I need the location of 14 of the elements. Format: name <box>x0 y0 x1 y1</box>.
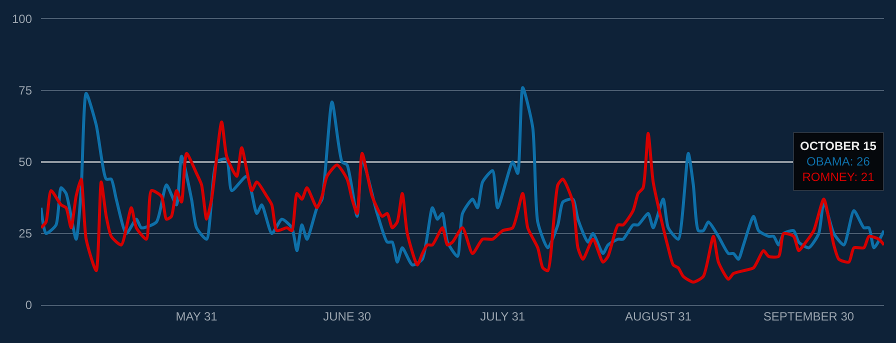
y-tick-label: 25 <box>18 226 32 241</box>
x-tick-label: JULY 31 <box>480 309 526 324</box>
x-tick-label: SEPTEMBER 30 <box>763 309 854 324</box>
line-series <box>41 120 884 284</box>
x-tick-label: JUNE 30 <box>323 309 372 324</box>
x-tick-label: AUGUST 31 <box>624 309 692 324</box>
annotation: OCTOBER 15 <box>800 139 877 153</box>
y-tick-label: 0 <box>25 298 32 312</box>
annotation: OBAMA: 26 <box>806 154 870 169</box>
y-tick-label: 100 <box>12 12 32 26</box>
annotation: ROMNEY: 21 <box>802 170 875 184</box>
x-tick-label: MAY 31 <box>176 309 218 324</box>
y-tick-label: 75 <box>18 84 32 98</box>
y-tick-label: 50 <box>18 155 32 170</box>
